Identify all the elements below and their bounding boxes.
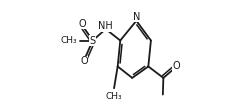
Text: O: O (172, 61, 179, 71)
Text: N: N (132, 12, 140, 22)
Text: CH₃: CH₃ (105, 92, 122, 101)
Text: O: O (80, 56, 87, 66)
Text: NH: NH (98, 21, 113, 31)
Text: S: S (89, 36, 96, 45)
Text: CH₃: CH₃ (60, 36, 77, 45)
Text: O: O (78, 19, 86, 29)
